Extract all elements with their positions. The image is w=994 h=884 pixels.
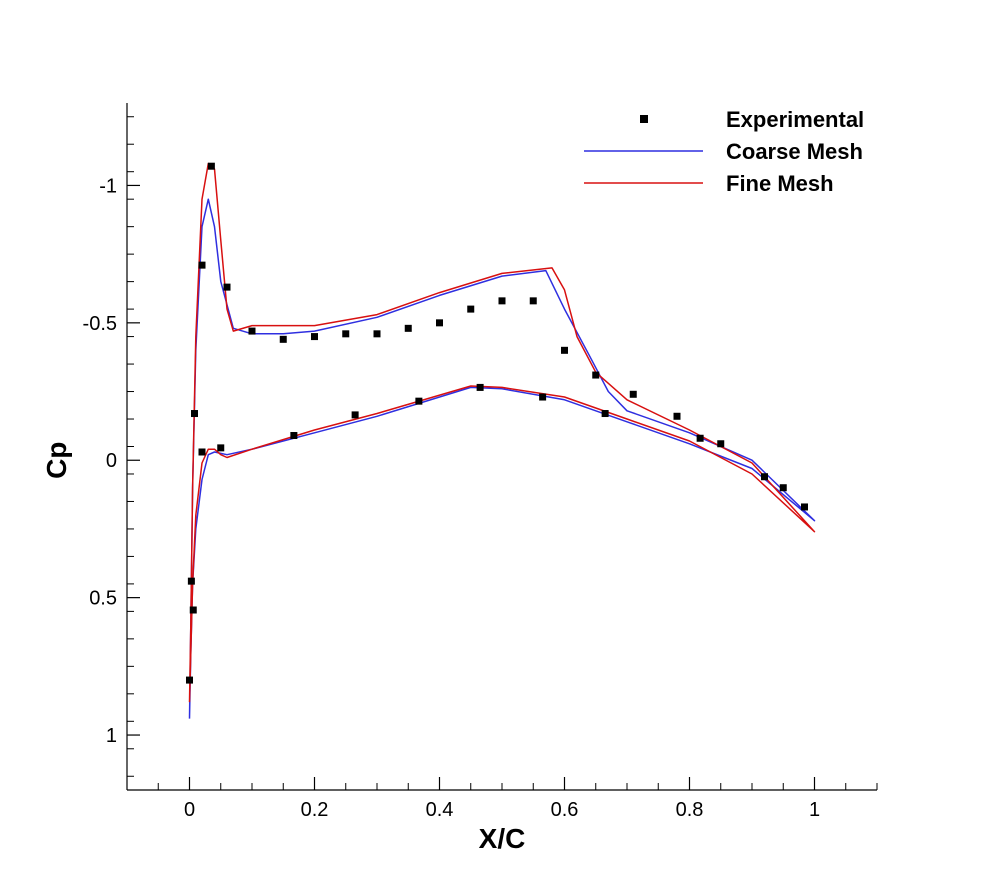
- data-point: [404, 324, 412, 332]
- data-point: [311, 333, 318, 341]
- x-tick-label: 0.8: [676, 799, 704, 821]
- x-axis-title: X/C: [479, 823, 526, 854]
- x-ticks: 0 0.2 0.4 0.6 0.8 1: [184, 777, 820, 821]
- data-point: [467, 305, 475, 313]
- legend-label-fine-mesh: Fine Mesh: [726, 171, 834, 196]
- data-point: [186, 676, 193, 684]
- axes: 0 0.2 0.4 0.6 0.8 1 -1 -0.5 0 0.5 1: [83, 103, 878, 821]
- data-point: [629, 390, 637, 398]
- data-point: [415, 397, 423, 405]
- series-layer: [188, 162, 816, 719]
- y-tick-label: -1: [99, 175, 117, 197]
- x-tick-label: 0.2: [301, 799, 329, 821]
- data-point: [673, 412, 681, 420]
- data-point: [248, 327, 256, 335]
- data-point: [539, 393, 547, 401]
- x-tick-label: 1: [809, 799, 820, 821]
- data-point: [717, 440, 725, 448]
- data-point: [696, 434, 704, 442]
- experimental-points: [186, 162, 808, 684]
- y-tick-label: 0: [106, 450, 117, 472]
- y-axis-title: Cp: [41, 442, 72, 479]
- legend: Experimental Coarse Mesh Fine Mesh: [584, 107, 864, 196]
- x-tick-label: 0.4: [426, 799, 454, 821]
- series-line-coarse-mesh: [188, 198, 816, 719]
- data-point: [761, 473, 768, 481]
- data-point: [436, 319, 443, 327]
- legend-label-coarse-mesh: Coarse Mesh: [726, 139, 863, 164]
- data-point: [342, 330, 350, 338]
- data-point: [290, 432, 298, 440]
- data-point: [801, 503, 808, 511]
- x-tick-label: 0.6: [551, 799, 579, 821]
- data-point: [198, 448, 206, 456]
- data-point: [207, 162, 215, 170]
- data-point: [498, 297, 506, 305]
- data-point: [601, 410, 609, 418]
- data-point: [279, 335, 287, 343]
- data-point: [191, 410, 198, 418]
- legend-marker-experimental: [640, 115, 648, 123]
- legend-label-experimental: Experimental: [726, 107, 864, 132]
- data-point: [198, 261, 206, 269]
- data-point: [217, 444, 225, 452]
- data-point: [373, 330, 381, 338]
- data-point: [592, 371, 600, 379]
- data-point: [561, 346, 568, 354]
- series-line-fine-mesh: [188, 162, 816, 703]
- data-point: [223, 283, 231, 291]
- data-point: [189, 606, 197, 614]
- data-point: [351, 411, 359, 419]
- data-point: [187, 577, 195, 585]
- data-point: [779, 484, 787, 492]
- y-tick-label: 0.5: [89, 588, 117, 610]
- data-point: [476, 383, 484, 391]
- y-tick-label: -0.5: [83, 313, 117, 335]
- data-point: [529, 297, 537, 305]
- y-tick-label: 1: [106, 725, 117, 747]
- x-tick-label: 0: [184, 799, 195, 821]
- y-ticks: -1 -0.5 0 0.5 1: [83, 175, 140, 747]
